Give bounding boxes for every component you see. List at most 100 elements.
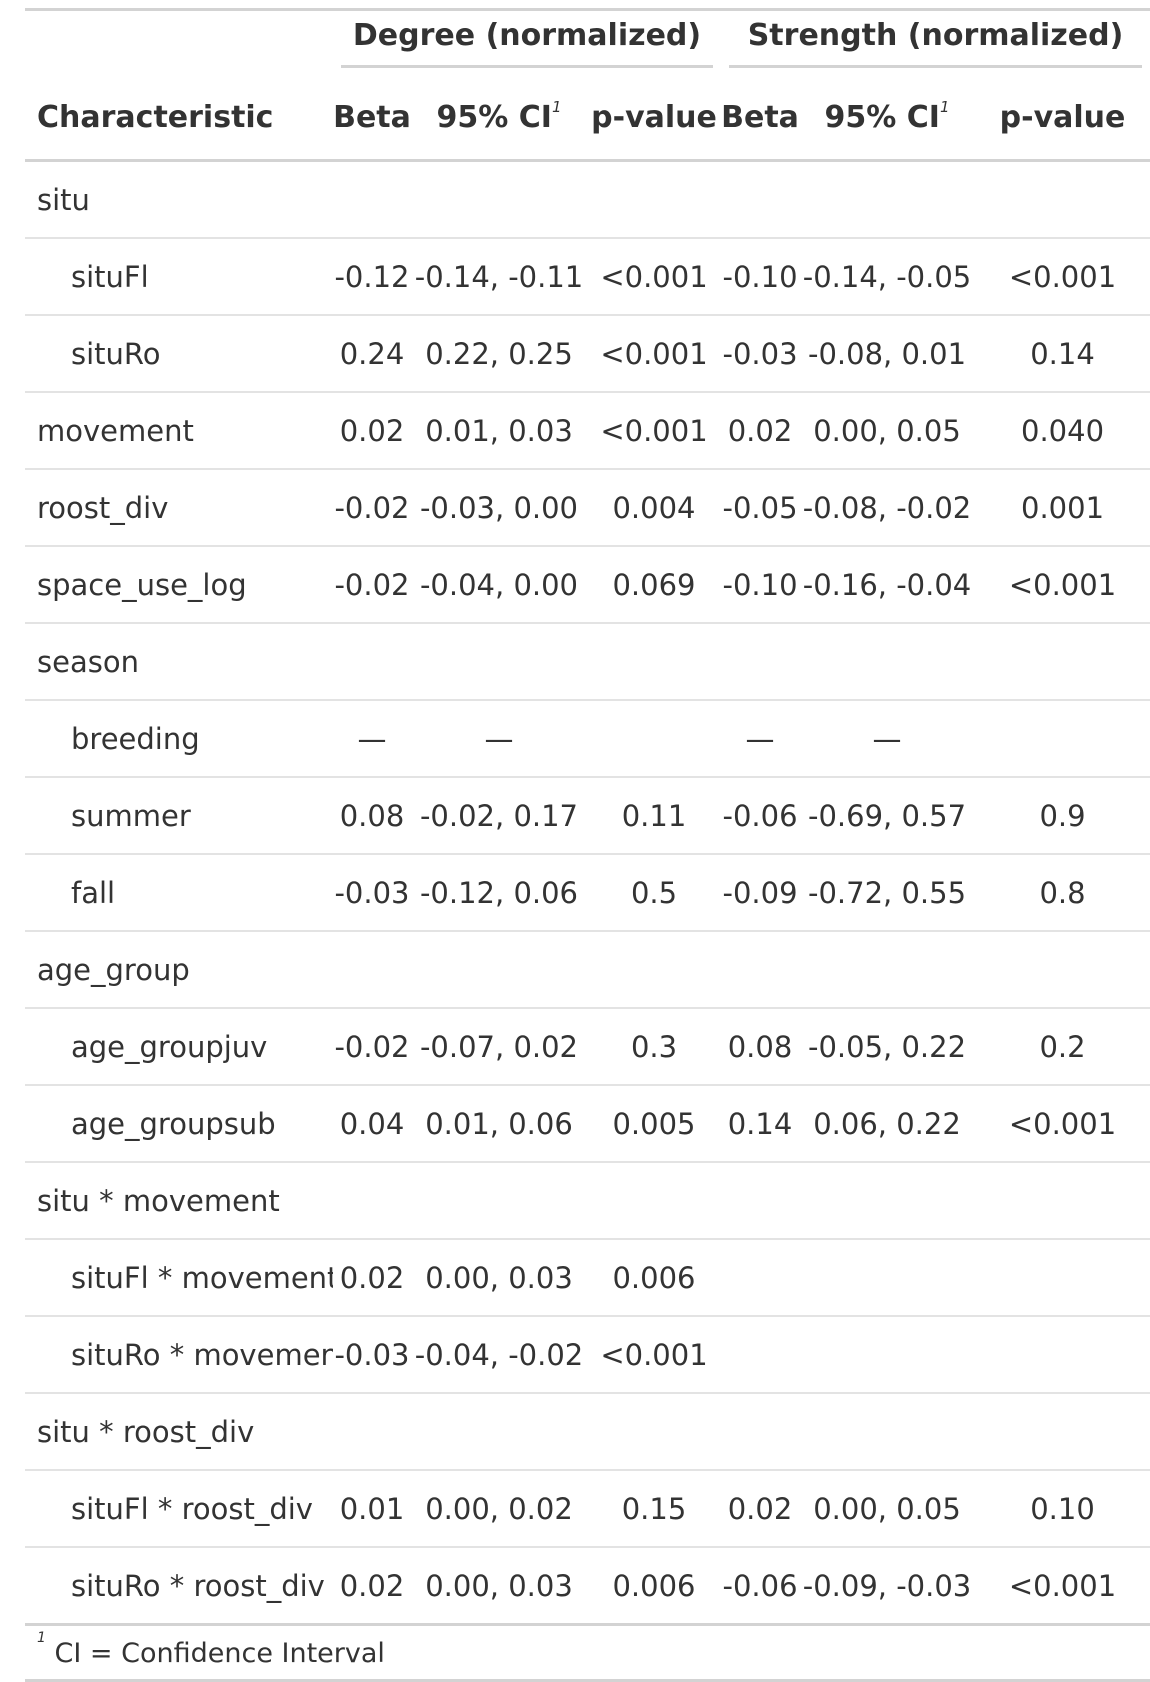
table-row: age_groupjuv -0.02 -0.07, 0.02 0.3 0.08 -0.05… bbox=[25, 1008, 1150, 1086]
table-row: situFl * movement 0.02 0.00, 0.03 0.006 bbox=[25, 1239, 1150, 1317]
degree-ci-cell: -0.03, 0.00 bbox=[411, 469, 587, 547]
degree-pvalue-cell: 0.3 bbox=[587, 1008, 722, 1086]
header-degree-beta: Beta bbox=[333, 75, 411, 162]
row-level-label: situRo bbox=[25, 315, 333, 393]
header-degree-pvalue: p-value bbox=[587, 75, 722, 162]
strength-beta-cell: — bbox=[721, 700, 800, 778]
degree-beta-cell: -0.02 bbox=[333, 469, 411, 547]
strength-beta-cell: -0.10 bbox=[721, 546, 800, 624]
degree-pvalue-cell bbox=[587, 160, 722, 239]
spanner-header-row: Degree (normalized) Strength (normalized… bbox=[25, 11, 1150, 75]
strength-pvalue-cell bbox=[975, 1316, 1150, 1394]
degree-pvalue-cell: 0.069 bbox=[587, 546, 722, 624]
strength-pvalue-cell bbox=[975, 1162, 1150, 1240]
degree-pvalue-cell: <0.001 bbox=[587, 392, 722, 470]
degree-pvalue-cell: <0.001 bbox=[587, 1316, 722, 1394]
table-row: roost_div -0.02 -0.03, 0.00 0.004 -0.05 -0.08… bbox=[25, 469, 1150, 547]
degree-pvalue-cell bbox=[587, 700, 722, 778]
row-level-label: situFl * roost_div bbox=[25, 1470, 333, 1548]
strength-pvalue-cell: 0.10 bbox=[975, 1470, 1150, 1548]
header-ci-label: 95% CI bbox=[436, 99, 552, 135]
degree-beta-cell: 0.02 bbox=[333, 1547, 411, 1626]
strength-beta-cell bbox=[721, 1162, 800, 1240]
table-row: situ * movement bbox=[25, 1162, 1150, 1240]
header-strength-pvalue: p-value bbox=[975, 75, 1150, 162]
footnote-text: CI = Confidence Interval bbox=[54, 1638, 385, 1669]
strength-pvalue-cell: 0.040 bbox=[975, 392, 1150, 470]
ci-footnote-mark: 1 bbox=[551, 97, 562, 116]
degree-ci-cell: -0.04, -0.02 bbox=[411, 1316, 587, 1394]
strength-pvalue-cell: 0.8 bbox=[975, 854, 1150, 932]
strength-pvalue-cell: 0.2 bbox=[975, 1008, 1150, 1086]
degree-beta-cell: 0.02 bbox=[333, 1239, 411, 1317]
degree-pvalue-cell: 0.006 bbox=[587, 1239, 722, 1317]
spanner-strength-label: Strength (normalized) bbox=[729, 18, 1143, 68]
degree-beta-cell: -0.02 bbox=[333, 1008, 411, 1086]
spanner-blank bbox=[25, 11, 333, 75]
table-body: situ situFl -0.12 -0.14, -0.11 <0.001 -0.10 -0… bbox=[25, 160, 1150, 1626]
row-level-label: summer bbox=[25, 777, 333, 855]
row-level-label: situFl bbox=[25, 238, 333, 316]
strength-beta-cell bbox=[721, 1393, 800, 1471]
strength-ci-cell bbox=[799, 623, 976, 701]
degree-beta-cell: 0.04 bbox=[333, 1085, 411, 1163]
degree-pvalue-cell bbox=[587, 1162, 722, 1240]
header-characteristic: Characteristic bbox=[25, 75, 333, 162]
degree-pvalue-cell bbox=[587, 623, 722, 701]
table-row: fall -0.03 -0.12, 0.06 0.5 -0.09 -0.72, 0.55 0… bbox=[25, 854, 1150, 932]
degree-pvalue-cell: 0.006 bbox=[587, 1547, 722, 1626]
table-row: situFl * roost_div 0.01 0.00, 0.02 0.15 0.02… bbox=[25, 1470, 1150, 1548]
strength-beta-cell bbox=[721, 160, 800, 239]
strength-ci-cell: 0.06, 0.22 bbox=[799, 1085, 976, 1163]
strength-pvalue-cell: <0.001 bbox=[975, 1085, 1150, 1163]
degree-ci-cell: -0.14, -0.11 bbox=[411, 238, 587, 316]
strength-ci-cell: -0.69, 0.57 bbox=[799, 777, 976, 855]
strength-beta-cell: 0.02 bbox=[721, 1470, 800, 1548]
strength-beta-cell: -0.05 bbox=[721, 469, 800, 547]
degree-pvalue-cell bbox=[587, 931, 722, 1009]
row-variable-label: situ * movement bbox=[25, 1162, 333, 1240]
degree-beta-cell: 0.01 bbox=[333, 1470, 411, 1548]
table-row: situFl -0.12 -0.14, -0.11 <0.001 -0.10 -0.14,… bbox=[25, 238, 1150, 316]
degree-ci-cell: 0.01, 0.06 bbox=[411, 1085, 587, 1163]
header-degree-ci: 95% CI1 bbox=[411, 75, 587, 162]
strength-pvalue-cell bbox=[975, 623, 1150, 701]
degree-pvalue-cell: 0.004 bbox=[587, 469, 722, 547]
strength-pvalue-cell bbox=[975, 1239, 1150, 1317]
row-level-label: fall bbox=[25, 854, 333, 932]
strength-beta-cell: 0.14 bbox=[721, 1085, 800, 1163]
degree-pvalue-cell: 0.15 bbox=[587, 1470, 722, 1548]
row-level-label: situRo * roost_div bbox=[25, 1547, 333, 1626]
table-row: season bbox=[25, 623, 1150, 701]
strength-pvalue-cell: <0.001 bbox=[975, 1547, 1150, 1626]
row-variable-label: space_use_log bbox=[25, 546, 333, 624]
strength-beta-cell bbox=[721, 623, 800, 701]
strength-ci-cell: -0.16, -0.04 bbox=[799, 546, 976, 624]
degree-pvalue-cell bbox=[587, 1393, 722, 1471]
ci-footnote-mark: 1 bbox=[939, 97, 950, 116]
strength-beta-cell bbox=[721, 1316, 800, 1394]
header-strength-ci: 95% CI1 bbox=[799, 75, 976, 162]
degree-ci-cell bbox=[411, 623, 587, 701]
strength-ci-cell bbox=[799, 160, 976, 239]
strength-ci-cell: -0.05, 0.22 bbox=[799, 1008, 976, 1086]
strength-ci-cell: -0.08, -0.02 bbox=[799, 469, 976, 547]
footnote-row: 1 CI = Confidence Interval bbox=[25, 1623, 1150, 1682]
row-level-label: age_groupjuv bbox=[25, 1008, 333, 1086]
table-row: situRo * roost_div 0.02 0.00, 0.03 0.006 -0.… bbox=[25, 1547, 1150, 1626]
strength-pvalue-cell bbox=[975, 931, 1150, 1009]
strength-ci-cell: -0.09, -0.03 bbox=[799, 1547, 976, 1626]
degree-beta-cell: -0.12 bbox=[333, 238, 411, 316]
degree-ci-cell: 0.00, 0.03 bbox=[411, 1239, 587, 1317]
header-ci-label: 95% CI bbox=[824, 99, 940, 135]
table-row: situRo * movement -0.03 -0.04, -0.02 <0.001 bbox=[25, 1316, 1150, 1394]
strength-beta-cell: -0.09 bbox=[721, 854, 800, 932]
row-variable-label: movement bbox=[25, 392, 333, 470]
degree-ci-cell: 0.00, 0.02 bbox=[411, 1470, 587, 1548]
degree-beta-cell: -0.03 bbox=[333, 1316, 411, 1394]
strength-beta-cell bbox=[721, 931, 800, 1009]
spanner-degree: Degree (normalized) bbox=[333, 11, 721, 75]
strength-ci-cell bbox=[799, 931, 976, 1009]
degree-beta-cell bbox=[333, 1162, 411, 1240]
row-variable-label: roost_div bbox=[25, 469, 333, 547]
